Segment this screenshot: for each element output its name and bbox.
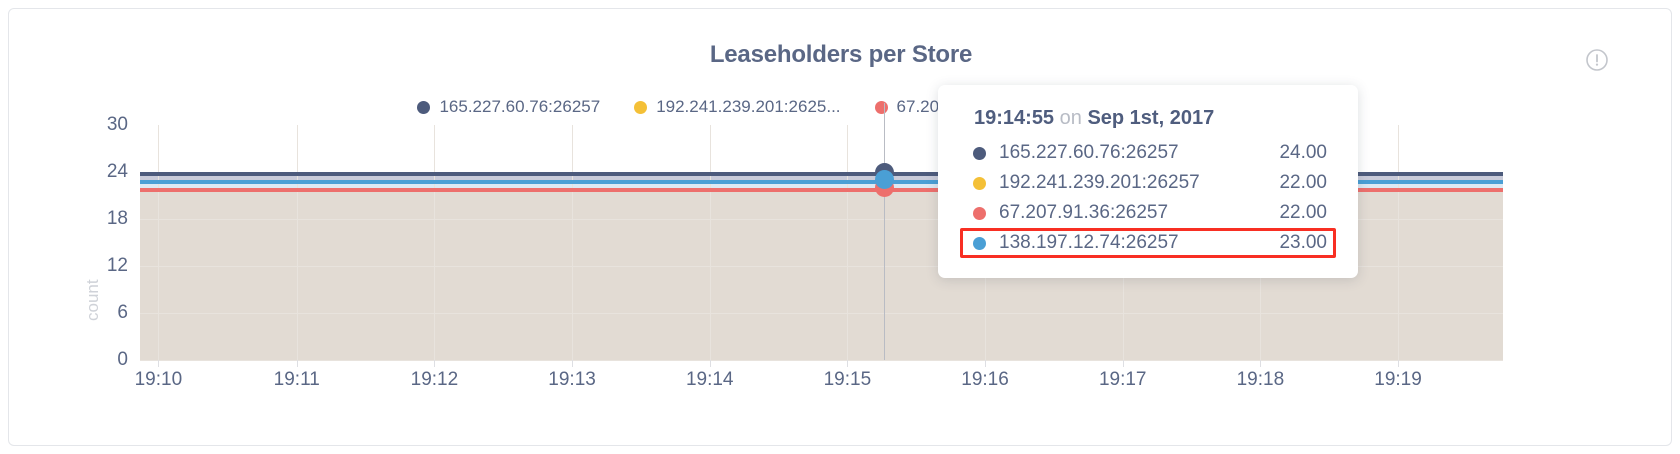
x-tick-label: 19:11 <box>273 369 320 390</box>
legend-item-label: 192.241.239.201:2625... <box>656 97 841 116</box>
x-tick-label: 19:14 <box>685 369 734 390</box>
x-tickmark <box>1122 360 1124 367</box>
tooltip-series-value: 22.00 <box>1279 172 1327 193</box>
y-tick-label: 18 <box>106 208 128 229</box>
tooltip-series-label: 138.197.12.74:26257 <box>999 232 1179 253</box>
series-color-dot-icon <box>973 146 986 160</box>
gridline-horizontal <box>140 219 1503 220</box>
tooltip-header: 19:14:55 on Sep 1st, 2017 <box>974 107 1336 130</box>
x-tick-label: 19:19 <box>1374 369 1422 390</box>
series-line-165-227-60-76 <box>140 172 1503 176</box>
x-tickmark <box>296 360 298 367</box>
tooltip-series-value: 23.00 <box>1279 232 1327 253</box>
y-tick-label: 6 <box>117 302 128 323</box>
x-tickmark <box>572 360 574 367</box>
gridline-horizontal <box>140 360 1503 361</box>
gridline-vertical <box>296 125 298 360</box>
y-axis-title: count <box>83 279 102 321</box>
y-axis: 30 24 18 12 6 0 count <box>83 114 128 370</box>
x-tick-label: 19:13 <box>548 369 596 390</box>
x-tick-label: 19:15 <box>823 369 872 390</box>
x-tickmark <box>709 360 711 367</box>
y-tick-label: 0 <box>117 349 128 370</box>
tooltip-series-label: 192.241.239.201:26257 <box>999 172 1200 193</box>
x-tick-label: 19:18 <box>1236 369 1285 390</box>
x-tick-label: 19:16 <box>961 369 1009 390</box>
gridline-vertical <box>709 125 711 360</box>
x-tick-label: 19:12 <box>410 369 459 390</box>
legend-item-label: 165.227.60.76:26257 <box>439 97 601 116</box>
tooltip-date: Sep 1st, 2017 <box>1087 107 1215 129</box>
series-color-dot-icon <box>973 206 986 220</box>
data-point-marker-138-197-12-74[interactable] <box>874 170 894 190</box>
chart-legend: 165.227.60.76:26257 192.241.239.201:2625… <box>9 97 1673 117</box>
gridline-horizontal <box>140 313 1503 314</box>
legend-item[interactable]: 165.227.60.76:26257 <box>417 97 600 117</box>
legend-swatch-icon <box>634 100 648 114</box>
gridline-vertical <box>158 125 160 360</box>
tooltip-series-value: 22.00 <box>1279 202 1327 223</box>
chart-panel: Leaseholders per Store 165.227.60.76:262… <box>8 8 1672 446</box>
tooltip-row: 165.227.60.76:26257 24.00 <box>960 138 1336 168</box>
tooltip-row-highlighted: 138.197.12.74:26257 23.00 <box>960 228 1336 258</box>
x-tickmark <box>158 360 160 367</box>
legend-swatch-icon <box>417 100 431 114</box>
page-title: Leaseholders per Store <box>709 41 973 68</box>
x-tickmark <box>434 360 436 367</box>
tooltip-series-label: 165.227.60.76:26257 <box>999 142 1179 163</box>
tooltip-row: 192.241.239.201:26257 22.00 <box>960 168 1336 198</box>
x-tickmark <box>847 360 849 367</box>
series-line-138-197-12-74 <box>140 179 1503 184</box>
x-tickmark <box>1260 360 1262 367</box>
tooltip-time: 19:14:55 <box>974 107 1055 129</box>
legend-swatch-icon <box>874 100 888 114</box>
gridline-vertical <box>434 125 436 360</box>
x-tickmark <box>985 360 987 367</box>
hover-cursor-line <box>884 103 886 360</box>
gridline-vertical <box>1398 125 1400 360</box>
chart-tooltip: 19:14:55 on Sep 1st, 2017 165.227.60.76:… <box>938 85 1358 278</box>
x-tick-label: 19:17 <box>1098 369 1147 390</box>
series-color-dot-icon <box>973 236 986 250</box>
y-tick-label: 24 <box>106 161 128 182</box>
tooltip-on-word: on <box>1059 107 1082 129</box>
gridline-vertical <box>847 125 849 360</box>
y-tick-label: 30 <box>106 114 128 135</box>
y-tick-label: 12 <box>106 255 128 276</box>
exclamation-circle-icon[interactable] <box>1584 47 1610 73</box>
gridline-vertical <box>572 125 574 360</box>
tooltip-row: 67.207.91.36:26257 22.00 <box>960 198 1336 228</box>
tooltip-series-value: 24.00 <box>1279 142 1327 163</box>
series-color-dot-icon <box>973 176 986 190</box>
legend-item[interactable]: 192.241.239.201:2625... <box>634 97 841 117</box>
x-tickmark <box>1398 360 1400 367</box>
tooltip-series-label: 67.207.91.36:26257 <box>999 202 1169 223</box>
gridline-horizontal <box>140 266 1503 267</box>
x-axis: 19:10 19:11 19:12 19:13 19:14 19:15 19:1… <box>135 360 1503 397</box>
x-tick-label: 19:10 <box>134 369 183 390</box>
series-line-67-207-91-36 <box>140 187 1503 192</box>
